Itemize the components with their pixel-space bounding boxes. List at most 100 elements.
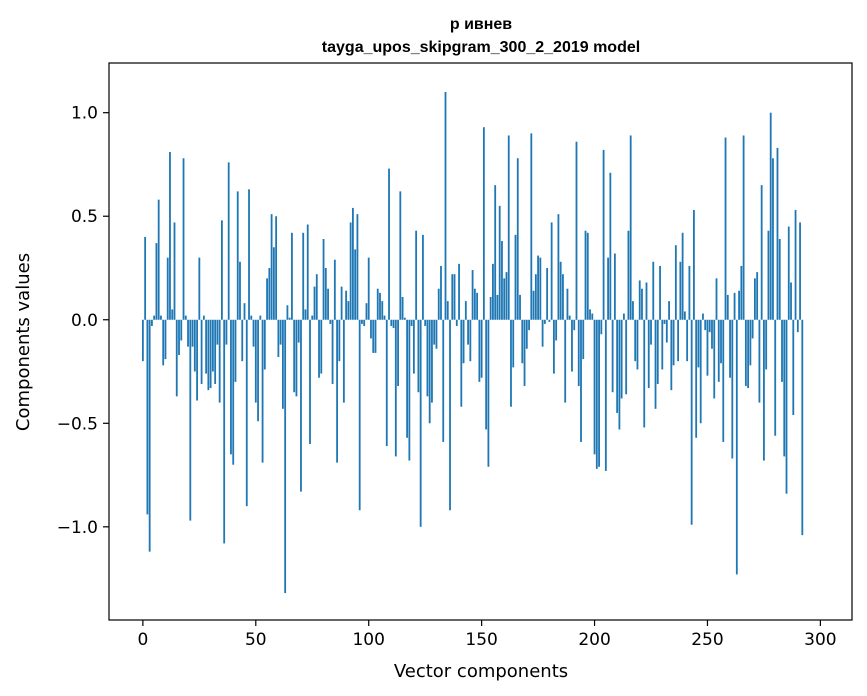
bar-133 [442, 319, 445, 442]
bar-31 [211, 319, 214, 372]
bar-152 [485, 319, 488, 430]
bar-131 [437, 288, 440, 320]
bar-229 [659, 265, 661, 320]
bar-38 [227, 162, 230, 320]
bar-65 [288, 317, 291, 320]
bar-180 [548, 319, 551, 322]
bar-273 [758, 319, 761, 403]
chart-subtitle: tayga_upos_skipgram_300_2_2019 model [322, 39, 640, 56]
bar-21 [189, 319, 192, 521]
bar-62 [281, 319, 284, 409]
bar-125 [424, 319, 427, 326]
bar-123 [419, 319, 422, 527]
bar-95 [356, 214, 359, 320]
bar-244 [693, 210, 695, 320]
bar-17 [180, 319, 183, 341]
y-tick-label: 0.0 [71, 311, 98, 331]
bar-141 [460, 319, 463, 407]
bar-275 [763, 319, 765, 461]
bar-101 [370, 319, 372, 339]
bar-7 [157, 199, 160, 320]
bar-54 [263, 319, 266, 370]
bar-143 [464, 301, 467, 320]
bar-20 [187, 319, 189, 347]
bar-195 [582, 319, 585, 360]
bar-259 [726, 294, 729, 320]
bar-26 [200, 319, 203, 384]
bar-170 [525, 319, 528, 349]
bar-243 [690, 319, 693, 525]
bar-96 [358, 319, 361, 511]
bar-14 [173, 222, 176, 320]
bar-187 [564, 319, 567, 403]
bar-13 [171, 309, 174, 320]
bar-68 [295, 319, 298, 397]
bar-255 [717, 319, 720, 382]
bar-235 [672, 319, 675, 366]
bar-137 [451, 274, 454, 320]
bar-230 [661, 319, 664, 370]
bar-57 [270, 214, 273, 320]
bar-35 [221, 220, 223, 320]
bar-241 [686, 319, 689, 362]
bar-266 [742, 135, 745, 320]
bar-97 [361, 319, 363, 324]
bar-289 [794, 210, 797, 320]
bar-121 [415, 230, 418, 320]
bar-258 [724, 137, 727, 320]
bar-219 [636, 319, 639, 370]
bar-257 [722, 319, 725, 442]
bar-237 [677, 319, 680, 362]
bar-292 [801, 319, 804, 536]
bar-4 [151, 319, 153, 326]
bar-19 [184, 315, 187, 320]
bar-42 [236, 191, 239, 320]
x-tick-label: 250 [691, 630, 723, 650]
bar-213 [623, 313, 625, 320]
bar-173 [532, 290, 535, 320]
bar-252 [711, 319, 713, 349]
bar-164 [512, 319, 515, 368]
bar-27 [202, 315, 205, 320]
bar-132 [440, 265, 442, 320]
bar-268 [747, 319, 750, 389]
bar-196 [584, 230, 587, 320]
bar-228 [656, 319, 659, 384]
bar-197 [586, 232, 589, 320]
bar-162 [507, 135, 510, 320]
bar-51 [257, 319, 259, 422]
bar-260 [729, 319, 731, 378]
bar-217 [632, 301, 634, 320]
bar-11 [166, 257, 169, 320]
bar-271 [753, 278, 756, 320]
bar-179 [546, 267, 549, 320]
bar-248 [702, 313, 704, 320]
bar-218 [634, 319, 637, 362]
bar-199 [591, 313, 594, 320]
y-axis-ticks: −1.0 −0.5 0.0 0.5 1.0 [57, 104, 109, 538]
x-tick-label: 100 [352, 630, 384, 650]
bar-221 [641, 288, 643, 320]
bar-64 [286, 305, 289, 320]
bar-287 [790, 282, 792, 320]
bar-39 [230, 319, 232, 455]
bar-86 [336, 319, 338, 463]
bar-148 [476, 292, 479, 320]
bar-282 [778, 239, 781, 320]
bar-43 [239, 261, 241, 320]
bar-233 [668, 301, 670, 320]
bar-245 [695, 319, 698, 438]
bar-22 [191, 319, 194, 347]
bar-205 [604, 319, 607, 471]
bar-117 [406, 319, 409, 438]
chart-title: р ивнев [450, 16, 512, 33]
x-tick-label: 0 [137, 630, 148, 650]
plot-frame [108, 62, 853, 621]
bar-63 [284, 319, 287, 594]
bar-147 [473, 288, 476, 320]
bar-160 [503, 278, 506, 320]
bar-71 [302, 232, 305, 320]
bar-223 [645, 282, 648, 320]
bar-52 [259, 315, 262, 320]
